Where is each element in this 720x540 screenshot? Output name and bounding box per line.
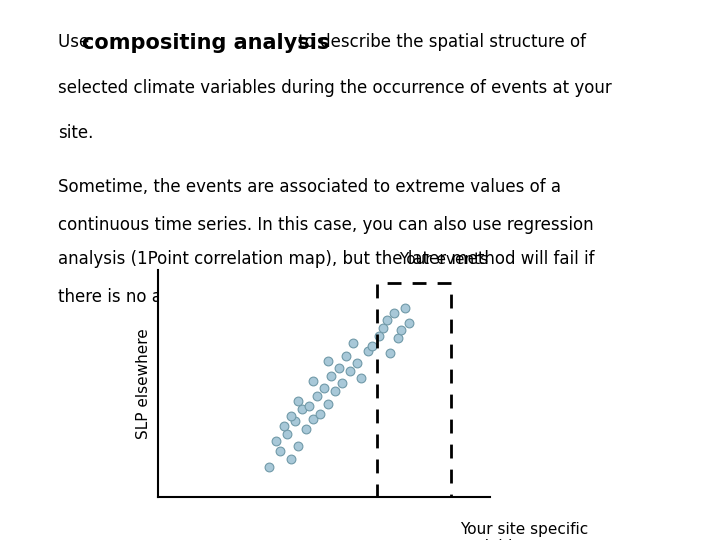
Point: [403, 319, 415, 327]
Point: [274, 447, 286, 456]
Text: Your site specific
variable: Your site specific variable: [460, 522, 588, 540]
Point: [388, 308, 400, 317]
Point: [322, 356, 333, 365]
Point: [263, 462, 274, 471]
Point: [285, 455, 297, 463]
Point: [325, 372, 337, 380]
Point: [395, 326, 407, 335]
Point: [351, 359, 363, 368]
Bar: [377, 282, 451, 509]
Point: [300, 424, 311, 433]
Point: [344, 367, 356, 375]
Point: [362, 346, 374, 355]
Point: [282, 429, 293, 438]
Text: site.: site.: [58, 124, 93, 142]
Point: [322, 399, 333, 408]
Y-axis label: SLP elsewhere: SLP elsewhere: [137, 328, 151, 439]
Point: [355, 374, 366, 383]
Point: [392, 334, 403, 342]
Point: [377, 323, 389, 332]
Point: [307, 414, 319, 423]
Point: [333, 364, 344, 373]
Point: [285, 412, 297, 421]
Point: [292, 442, 304, 451]
Point: [307, 376, 319, 385]
Point: [311, 392, 323, 400]
Text: Use: Use: [58, 33, 94, 51]
Point: [399, 303, 410, 312]
Point: [374, 331, 385, 340]
Point: [329, 387, 341, 395]
Point: [337, 379, 348, 388]
Point: [304, 402, 315, 410]
Point: [341, 352, 352, 360]
Point: [292, 397, 304, 406]
Point: [318, 384, 330, 393]
Text: analysis (1Point correlation map), but the later method will fail if: analysis (1Point correlation map), but t…: [58, 249, 594, 268]
Text: there is no a linear relationship…: there is no a linear relationship…: [58, 288, 333, 306]
Point: [366, 341, 377, 350]
Point: [296, 404, 307, 413]
Text: Your events: Your events: [399, 253, 488, 267]
Text: continuous time series. In this case, you can also use regression: continuous time series. In this case, yo…: [58, 217, 593, 234]
Text: to describe the spatial structure of: to describe the spatial structure of: [293, 33, 586, 51]
Point: [348, 339, 359, 347]
Point: [278, 422, 289, 430]
Point: [289, 417, 300, 426]
Point: [381, 316, 392, 325]
Text: Sometime, the events are associated to extreme values of a: Sometime, the events are associated to e…: [58, 178, 561, 197]
Point: [315, 409, 326, 418]
Text: selected climate variables during the occurrence of events at your: selected climate variables during the oc…: [58, 79, 611, 97]
Point: [271, 437, 282, 445]
Point: [384, 349, 396, 357]
Text: compositing analysis: compositing analysis: [82, 33, 330, 53]
